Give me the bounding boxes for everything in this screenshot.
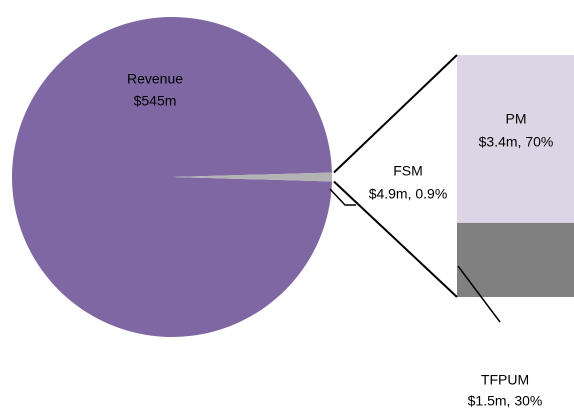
leader-line (329, 188, 356, 206)
bar-label: TFPUM (481, 372, 529, 388)
pie-value-label: $545m (134, 93, 177, 109)
pie-label: Revenue (127, 71, 183, 87)
bar-value-label: $3.4m, 70% (479, 134, 554, 150)
bar-value-label: $1.5m, 30% (468, 393, 543, 409)
connector (333, 54, 458, 174)
bar-segment (457, 222, 574, 297)
connector (333, 180, 458, 298)
pie-value-label: $4.9m, 0.9% (369, 186, 448, 202)
leader-line (457, 265, 501, 323)
pie-label: FSM (393, 163, 423, 179)
bar-label: PM (506, 111, 527, 127)
pie-slice (172, 172, 332, 182)
pie-slice (11, 17, 332, 338)
bar-segment (457, 55, 574, 223)
